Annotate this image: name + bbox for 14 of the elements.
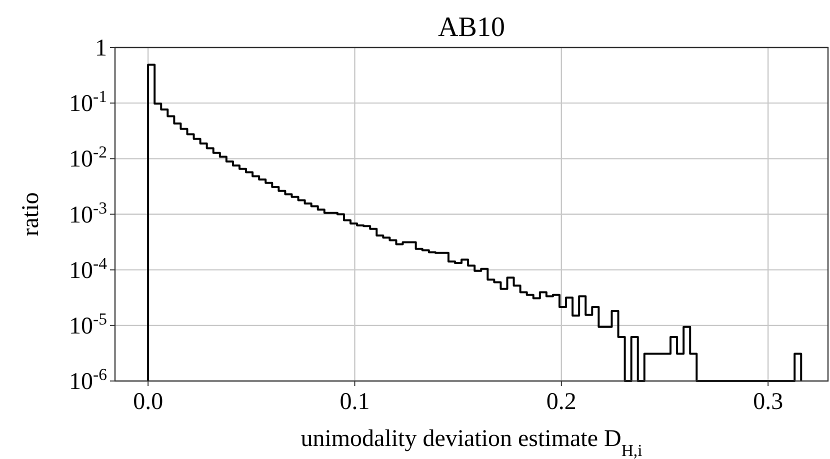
y-tick-label: 10$^{-4}$: [69, 253, 108, 284]
y-tick-label: 1: [95, 36, 107, 62]
y-tick-label: 10$^{-3}$: [69, 198, 107, 228]
x-tick-label: 0.2: [546, 389, 576, 415]
x-axis-title: unimodality deviation estimate D$_{H,i}$: [300, 426, 643, 459]
y-tick-label: 10$^{-2}$: [69, 142, 107, 173]
x-tick-label: 0.1: [340, 389, 370, 415]
x-tick-label: 0.0: [133, 389, 164, 415]
y-tick-label: 10$^{-1}$: [69, 86, 107, 118]
y-axis-title: ratio: [18, 192, 44, 236]
x-tick-label: 0.3: [753, 389, 784, 415]
y-tick-label: 10$^{-5}$: [69, 308, 107, 340]
y-tick-label: 10$^{-6}$: [69, 364, 107, 395]
chart-title: AB10: [438, 12, 505, 43]
